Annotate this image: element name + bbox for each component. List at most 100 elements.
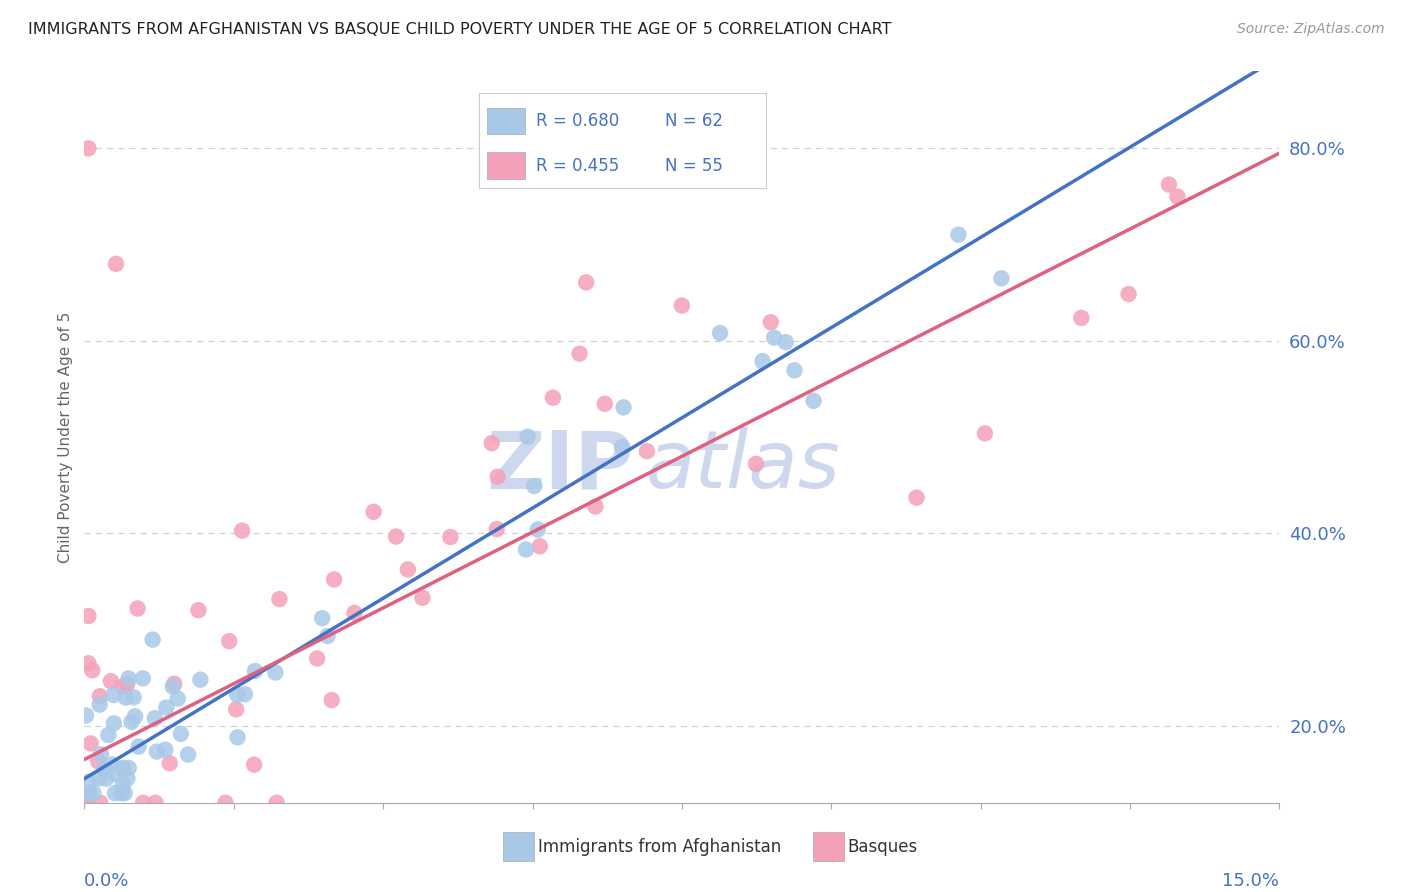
Point [1070,310,1092,325]
Point [145,796,167,810]
Point [751,354,773,368]
Point [132,671,155,685]
Point [118,761,141,775]
Point [226,731,249,745]
Point [127,601,149,615]
Point [990,271,1012,285]
Point [486,469,509,483]
Point [143,711,166,725]
Point [905,491,928,505]
Point [132,796,155,810]
Text: ZIP: ZIP [486,427,634,506]
Point [121,714,143,729]
Point [264,665,287,680]
Point [79,774,101,789]
Point [1118,287,1140,301]
Point [225,702,247,716]
Point [187,603,209,617]
Point [75,708,97,723]
Point [529,539,551,553]
Point [575,276,598,290]
Point [948,227,970,242]
Point [155,700,177,714]
Point [775,335,797,350]
Point [233,687,256,701]
Point [1166,189,1188,203]
Point [214,796,236,810]
Y-axis label: Child Poverty Under the Age of 5: Child Poverty Under the Age of 5 [58,311,73,563]
Point [142,632,165,647]
Point [166,691,188,706]
Point [122,690,145,705]
Point [568,347,591,361]
Point [77,796,100,810]
Point [396,562,419,576]
Point [77,796,100,810]
Text: Basques: Basques [848,838,918,855]
Point [485,522,508,536]
Point [111,778,134,792]
Point [321,693,343,707]
Point [593,397,616,411]
Point [363,505,385,519]
Point [541,391,564,405]
Point [114,786,136,800]
Point [117,772,139,786]
Point [89,689,111,703]
Point [759,315,782,329]
Point [385,530,408,544]
Point [87,755,110,769]
Point [103,716,125,731]
Point [77,609,100,624]
Point [77,141,100,155]
Point [77,786,100,800]
Point [97,728,120,742]
Point [266,796,288,810]
Point [117,677,139,691]
Point [162,680,184,694]
Point [159,756,181,771]
Point [94,763,117,777]
Point [745,457,768,471]
Point [112,763,135,777]
Text: atlas: atlas [647,427,841,506]
Point [411,591,433,605]
Point [974,426,997,441]
Text: IMMIGRANTS FROM AFGHANISTAN VS BASQUE CHILD POVERTY UNDER THE AGE OF 5 CORRELATI: IMMIGRANTS FROM AFGHANISTAN VS BASQUE CH… [28,22,891,37]
Point [117,672,139,686]
Point [307,651,329,665]
Point [243,664,266,678]
Point [114,690,136,705]
Point [188,673,211,687]
Point [613,401,636,415]
Point [89,796,111,810]
Point [77,657,100,671]
Point [79,736,101,750]
Point [100,674,122,689]
Point [671,299,693,313]
Point [93,764,115,778]
Point [763,330,786,344]
Point [218,634,240,648]
Point [515,542,537,557]
Point [612,440,634,454]
Point [783,363,806,377]
Point [104,786,127,800]
Point [155,742,177,756]
Text: Source: ZipAtlas.com: Source: ZipAtlas.com [1237,22,1385,37]
Point [101,757,124,772]
Point [82,663,104,677]
Text: 0.0%: 0.0% [84,872,129,890]
Point [103,688,125,702]
Point [481,436,503,450]
Point [243,757,266,772]
Point [87,772,110,786]
Point [526,523,548,537]
Point [323,573,346,587]
Point [269,592,291,607]
Point [111,761,134,775]
Point [111,679,134,693]
Point [231,524,253,538]
Point [523,479,546,493]
Point [94,772,117,786]
